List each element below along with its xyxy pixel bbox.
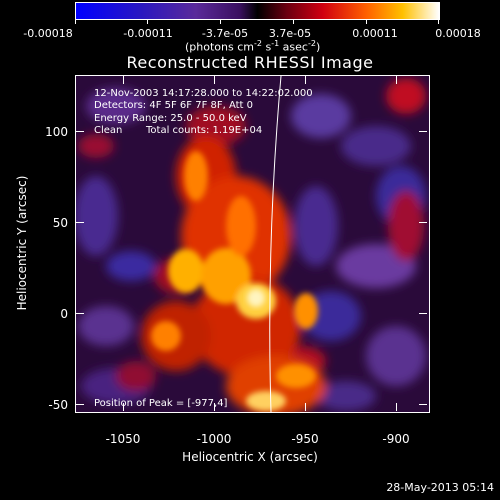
y-axis-tick-right [419,131,427,132]
colorbar-tick [75,19,76,24]
timestamp: 28-May-2013 05:14 [386,481,494,494]
x-axis-tick-top [123,76,124,84]
x-tick-label: -900 [382,432,410,446]
colorbar [75,2,440,20]
colorbar-tick-label: -3.7e-05 [201,27,249,40]
colorbar-tick [366,19,367,24]
rhessi-image [75,75,430,413]
x-tick-label: -950 [291,432,319,446]
x-axis-tick [123,403,124,411]
total-counts-text: Total counts: 1.19E+04 [146,125,263,136]
x-tick-label: -1050 [105,432,141,446]
colorbar-tick [438,19,439,24]
x-tick-label: -1000 [196,432,232,446]
colorbar-tick-label: -0.00011 [123,27,173,40]
y-axis-tick [76,313,84,314]
x-axis-tick-top [305,76,306,84]
y-axis-tick [76,222,84,223]
colorbar-tick-label: 0.00018 [435,27,481,40]
y-tick-label: 0 [60,307,68,321]
time-range-text: 12-Nov-2003 14:17:28.000 to 14:22:02.000 [94,88,313,99]
y-axis-tick-right [419,222,427,223]
y-axis-tick-right [419,313,427,314]
colorbar-tick-label: 0.00011 [352,27,398,40]
x-axis-title: Heliocentric X (arcsec) [182,450,318,464]
colorbar-gradient [76,3,439,19]
x-axis-tick [305,403,306,411]
x-axis-tick-top [214,76,215,84]
colorbar-tick-label: -0.00018 [23,27,73,40]
colorbar-tick [220,19,221,24]
y-axis-title: Heliocentric Y (arcsec) [15,175,29,311]
y-axis-tick [76,404,84,405]
y-axis-tick-right [419,404,427,405]
colorbar-units: (photons cm-2 s-1 asec-2) [185,39,321,54]
colorbar-tick-label: 3.7e-05 [268,27,312,40]
image-title: Reconstructed RHESSI Image [126,53,374,72]
colorbar-tick [293,19,294,24]
colorbar-tick [147,19,148,24]
peak-position-text: Position of Peak = [-977,4] [94,398,228,409]
y-tick-label: 50 [52,216,68,230]
y-tick-label: -50 [48,398,68,412]
rhessi-heatmap [76,76,429,412]
x-axis-tick-top [396,76,397,84]
clean-text: Clean [94,125,123,136]
detectors-text: Detectors: 4F 5F 6F 7F 8F, Att 0 [94,100,254,111]
x-axis-tick [214,403,215,411]
energy-range-text: Energy Range: 25.0 - 50.0 keV [94,113,247,124]
solar-limb-line [269,76,282,412]
y-axis-tick [76,131,84,132]
x-axis-tick [396,403,397,411]
y-tick-label: 100 [45,125,68,139]
